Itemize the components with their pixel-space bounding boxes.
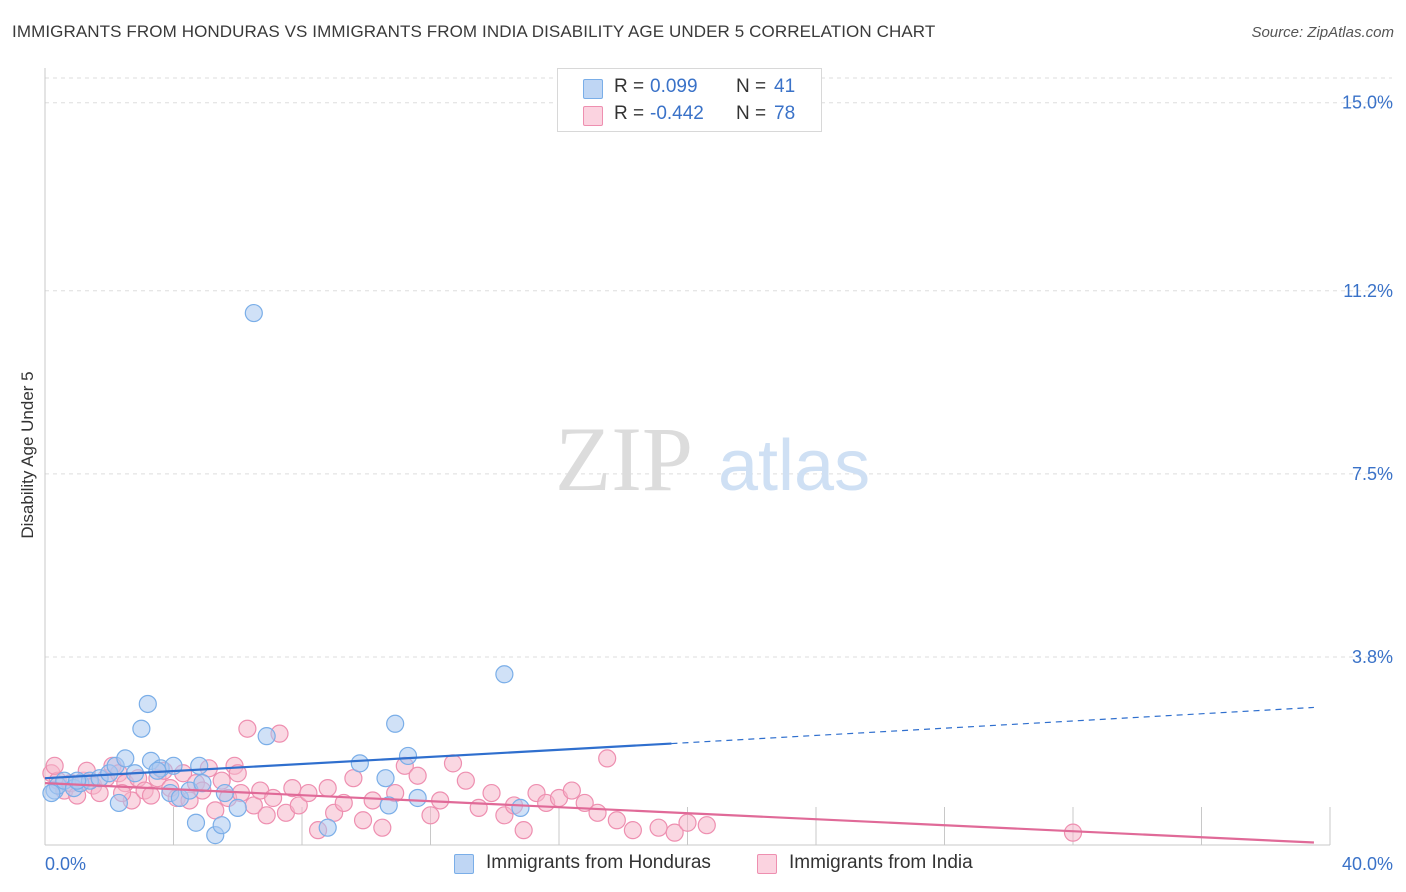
india-point <box>678 813 697 832</box>
india-point <box>373 818 392 837</box>
honduras-point <box>68 771 87 790</box>
source-label: Source: ZipAtlas.com <box>1251 24 1394 41</box>
honduras-point <box>398 746 418 766</box>
axes <box>44 68 1331 846</box>
honduras-point <box>318 818 337 837</box>
honduras-point <box>408 788 427 808</box>
india-trend-line <box>44 782 1314 844</box>
legend-r-label: R = <box>614 76 645 97</box>
india-point <box>45 756 64 775</box>
honduras-point <box>511 798 530 817</box>
india-point <box>363 791 382 810</box>
legend-r-label: R = <box>614 103 645 124</box>
india-point <box>299 783 318 803</box>
legend-n-label: N = <box>736 76 767 97</box>
series-honduras-points <box>42 303 530 845</box>
chart-title: IMMIGRANTS FROM HONDURAS VS IMMIGRANTS F… <box>12 22 936 41</box>
watermark-zip: ZIP <box>555 408 693 510</box>
bottom-legend-swatch-india <box>757 854 777 874</box>
tick-labels: 3.8% 7.5% 11.2% 15.0% 0.0% 40.0% <box>45 93 1393 874</box>
india-point <box>421 806 440 825</box>
bottom-legend-swatch-honduras <box>454 854 474 874</box>
india-point <box>514 821 533 840</box>
x-tick-label: 40.0% <box>1342 854 1393 874</box>
honduras-point <box>376 769 395 788</box>
honduras-point <box>138 694 157 714</box>
honduras-point <box>495 665 514 684</box>
india-point <box>238 719 257 738</box>
honduras-point <box>193 774 212 793</box>
india-point <box>649 818 668 837</box>
honduras-trend-extension <box>671 706 1314 745</box>
x-tick-label: 0.0% <box>45 854 86 874</box>
india-point <box>141 786 161 805</box>
honduras-point <box>109 793 128 813</box>
y-tick-label: 11.2% <box>1343 281 1393 301</box>
watermark-atlas: atlas <box>718 426 870 506</box>
india-point <box>353 811 373 830</box>
india-point <box>318 778 337 798</box>
honduras-point <box>132 719 151 738</box>
india-point <box>697 816 716 835</box>
india-point <box>623 821 642 840</box>
honduras-point <box>116 749 135 768</box>
honduras-point <box>42 783 61 803</box>
stats-legend: R = 0.099 N = 41 R = -0.442 N = 78 <box>557 68 822 132</box>
y-tick-label: 7.5% <box>1352 464 1393 484</box>
india-point <box>228 764 247 783</box>
legend-r-value: 0.099 <box>650 76 698 97</box>
honduras-point <box>257 727 276 746</box>
india-point <box>456 771 475 790</box>
india-point <box>607 811 626 830</box>
india-point <box>443 754 463 773</box>
honduras-point <box>228 798 247 817</box>
legend-n-value: 78 <box>774 103 796 124</box>
trend-lines <box>44 706 1314 844</box>
honduras-point <box>350 754 369 773</box>
honduras-point <box>186 813 206 832</box>
india-point <box>289 796 308 815</box>
honduras-point <box>190 756 209 775</box>
india-point <box>562 781 581 800</box>
grid-lines <box>45 77 1392 658</box>
india-point <box>263 788 283 808</box>
legend-n-value: 41 <box>774 76 796 97</box>
legend-row-honduras: R = 0.099 N = 41 <box>558 75 821 103</box>
india-point <box>408 766 427 785</box>
india-point <box>469 798 488 817</box>
y-tick-label: 3.8% <box>1352 647 1393 667</box>
y-axis-label: Disability Age Under 5 <box>18 371 37 539</box>
y-tick-label: 15.0% <box>1342 93 1393 113</box>
legend-row-india: R = -0.442 N = 78 <box>558 102 821 130</box>
india-point <box>665 823 684 842</box>
honduras-point <box>386 714 405 733</box>
honduras-point <box>212 816 231 835</box>
bottom-legend-label: Immigrants from Honduras <box>486 852 711 873</box>
honduras-point <box>379 796 398 815</box>
honduras-trend-line <box>44 742 672 780</box>
legend-r-value: -0.442 <box>650 103 704 124</box>
honduras-point <box>244 303 263 323</box>
india-point <box>588 803 607 822</box>
india-point <box>334 793 353 813</box>
legend-swatch-honduras <box>583 79 603 99</box>
india-point <box>482 783 501 803</box>
india-point <box>598 749 617 768</box>
legend-swatch-india <box>583 106 603 126</box>
legend-n-label: N = <box>736 103 767 124</box>
honduras-point <box>215 783 234 803</box>
bottom-legend-label: Immigrants from India <box>789 852 973 873</box>
india-point <box>257 806 276 825</box>
